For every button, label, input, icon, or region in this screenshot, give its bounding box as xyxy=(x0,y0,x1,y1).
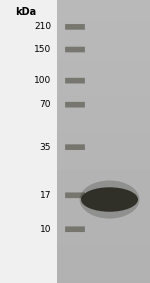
FancyBboxPatch shape xyxy=(65,192,85,198)
Text: 35: 35 xyxy=(39,143,51,152)
Ellipse shape xyxy=(81,187,138,212)
FancyBboxPatch shape xyxy=(65,47,85,52)
FancyBboxPatch shape xyxy=(65,226,85,232)
Text: 70: 70 xyxy=(39,100,51,109)
Text: 150: 150 xyxy=(34,45,51,54)
FancyBboxPatch shape xyxy=(65,102,85,108)
Text: 10: 10 xyxy=(39,225,51,234)
Text: kDa: kDa xyxy=(15,7,36,17)
FancyBboxPatch shape xyxy=(65,24,85,30)
Text: 17: 17 xyxy=(39,191,51,200)
Text: 210: 210 xyxy=(34,22,51,31)
FancyBboxPatch shape xyxy=(65,78,85,83)
Text: 100: 100 xyxy=(34,76,51,85)
Ellipse shape xyxy=(80,181,140,218)
FancyBboxPatch shape xyxy=(65,144,85,150)
